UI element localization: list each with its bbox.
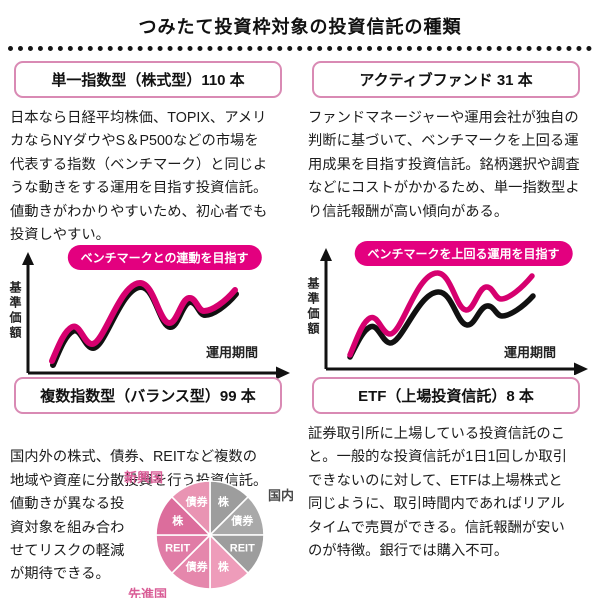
fund-line-pink <box>49 280 238 365</box>
pie-slice-label: REIT <box>230 542 255 554</box>
fund-line-pink <box>347 270 535 358</box>
pie-slice-label: 債券 <box>185 495 209 509</box>
y-axis-arrow-icon <box>22 252 34 266</box>
section-active-fund: アクティブファンド 31 本 ファンドマネージャーや運用会社が独自の 判断に基づ… <box>304 61 594 377</box>
pie-slice-label: 株 <box>218 495 230 509</box>
section-etf: ETF（上場投資信託）8 本 証券取引所に上場している投資信託のこ と。一般的な… <box>304 377 594 598</box>
dotted-divider <box>8 46 592 51</box>
section-etf-description: 証券取引所に上場している投資信託のこ と。一般的な投資信託が1日1回しか取引 で… <box>308 426 567 559</box>
line-chart-svg <box>320 248 588 375</box>
pie-slice-label: REIT <box>165 542 190 554</box>
line-chart-svg <box>22 252 290 380</box>
chart-badge: ベンチマークとの連動を目指す <box>67 245 262 271</box>
x-axis-label: 運用期間 <box>503 345 556 360</box>
x-axis-arrow-icon <box>574 362 588 375</box>
benchmark-beating-chart: ベンチマークを上回る運用を目指す 基準価額 運用期間 <box>304 241 594 377</box>
section-active-fund-header: アクティブファンド 31 本 <box>312 61 580 98</box>
section-active-fund-description: ファンドマネージャーや運用会社が独自の 判断に基づいて、ベンチマークを上回る運 … <box>308 110 580 220</box>
asset-allocation-pie: 新興国 国内 先進国 株債券 REIT 株債券 REIT 株債券 <box>124 467 294 598</box>
x-axis-label: 運用期間 <box>205 345 258 360</box>
section-etf-header: ETF（上場投資信託）8 本 <box>312 377 580 414</box>
section-single-index: 単一指数型（株式型）110 本 日本なら日経平均株価、TOPIX、アメリ カなら… <box>6 61 296 380</box>
section-single-index-description: 日本なら日経平均株価、TOPIX、アメリ カならNYダウやS＆P500などの市場… <box>10 110 268 243</box>
pie-slice-label: 債券 <box>230 514 254 528</box>
pie-slice-label: 株 <box>218 559 230 573</box>
y-axis-arrow-icon <box>320 248 332 261</box>
x-axis-arrow-icon <box>276 366 290 380</box>
y-axis-label: 基準価額 <box>306 277 320 337</box>
region-label-emerging: 新興国 <box>124 470 164 485</box>
section-balance-description: 国内外の株式、債券、REITなど複数の 地域や資産に分散投資を行う投資信託。 値… <box>6 423 296 598</box>
chart-badge: ベンチマークを上回る運用を目指す <box>354 241 573 266</box>
benchmark-line-black <box>347 289 536 360</box>
benchmark-tracking-chart: ベンチマークとの連動を目指す 基準価額 運用期間 <box>6 245 296 380</box>
region-label-developed: 先進国 <box>128 586 168 598</box>
sections-grid: 単一指数型（株式型）110 本 日本なら日経平均株価、TOPIX、アメリ カなら… <box>0 51 600 598</box>
pie-slice-label: 債券 <box>185 559 209 573</box>
section-single-index-header: 単一指数型（株式型）110 本 <box>14 61 282 98</box>
region-label-domestic: 国内 <box>267 488 294 503</box>
pie-slice-新興国-債券 <box>170 480 211 537</box>
y-axis-label: 基準価額 <box>8 281 22 342</box>
page-title: つみたて投資枠対象の投資信託の種類 <box>138 17 462 37</box>
section-balance-description-text: 国内外の株式、債券、REITなど複数の 地域や資産に分散投資を行う投資信託。 値… <box>10 449 268 583</box>
pie-slice-label: 株 <box>172 514 184 528</box>
section-balance-header: 複数指数型（バランス型）99 本 <box>14 377 282 414</box>
section-balance: 複数指数型（バランス型）99 本 国内外の株式、債券、REITなど複数の 地域や… <box>6 377 296 598</box>
